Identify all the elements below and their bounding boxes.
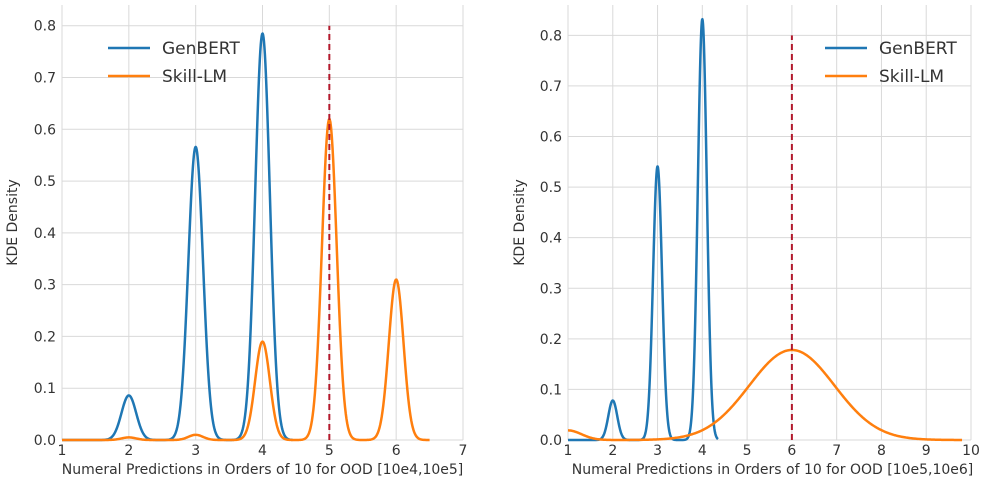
y-tick-label: 0.0 (34, 433, 56, 449)
x-tick-label: 2 (124, 443, 133, 459)
legend-label: Skill-LM (879, 67, 944, 87)
x-tick-label: 5 (743, 443, 752, 459)
y-tick-label: 0.4 (540, 231, 562, 247)
y-tick-label: 0.2 (540, 332, 562, 348)
y-tick-label: 0.2 (34, 329, 56, 345)
right-kde-chart: 1 2 3 4 5 6 7 8 9 10 0.0 0.1 0.2 0.3 0.4 0.5 0.6 0.7 0.8 Nu… (512, 5, 980, 478)
x-tick-label: 7 (832, 443, 841, 459)
y-tick-label: 0.4 (34, 226, 56, 242)
y-tick-label: 0.1 (34, 381, 56, 397)
x-tick-label: 10 (962, 443, 980, 459)
y-tick-label: 0.3 (34, 278, 56, 294)
y-axis-label: KDE Density (5, 179, 21, 265)
y-tick-label: 0.6 (34, 122, 56, 138)
series-line-skill-lm (61, 117, 431, 442)
series-line-genbert (61, 32, 294, 442)
y-tick-label: 0.0 (540, 433, 562, 449)
y-tick-label: 0.8 (540, 28, 562, 44)
y-tick-label: 0.6 (540, 130, 562, 146)
x-axis-label: Numeral Predictions in Orders of 10 for … (62, 462, 464, 478)
y-tick-label: 0.7 (540, 79, 562, 95)
x-tick-label: 4 (258, 443, 267, 459)
x-tick-label: 3 (653, 443, 662, 459)
y-tick-label: 0.8 (34, 19, 56, 35)
x-tick-label: 1 (564, 443, 573, 459)
x-tick-label: 2 (608, 443, 617, 459)
left-kde-chart: 1 2 3 4 5 6 7 0.0 0.1 0.2 0.3 0.4 0.5 0.6 0.7 0.8 Numera… (5, 5, 467, 478)
x-tick-label: 7 (459, 443, 468, 459)
x-tick-label: 3 (191, 443, 200, 459)
x-tick-label: 6 (787, 443, 796, 459)
legend-label: GenBERT (162, 39, 240, 59)
legend-label: GenBERT (879, 39, 957, 59)
x-tick-label: 4 (698, 443, 707, 459)
x-axis-label: Numeral Predictions in Orders of 10 for … (572, 462, 974, 478)
legend-label: Skill-LM (162, 67, 227, 87)
y-axis-label: KDE Density (512, 179, 528, 265)
y-tick-label: 0.3 (540, 281, 562, 297)
y-tick-label: 0.1 (540, 382, 562, 398)
y-tick-label: 0.5 (540, 180, 562, 196)
x-tick-label: 6 (392, 443, 401, 459)
x-tick-label: 8 (877, 443, 886, 459)
series-line-skill-lm (567, 348, 963, 442)
x-tick-label: 5 (325, 443, 334, 459)
x-tick-label: 9 (922, 443, 931, 459)
x-tick-label: 1 (58, 443, 67, 459)
y-tick-label: 0.7 (34, 71, 56, 87)
series-line-genbert (567, 17, 719, 442)
y-tick-label: 0.5 (34, 174, 56, 190)
